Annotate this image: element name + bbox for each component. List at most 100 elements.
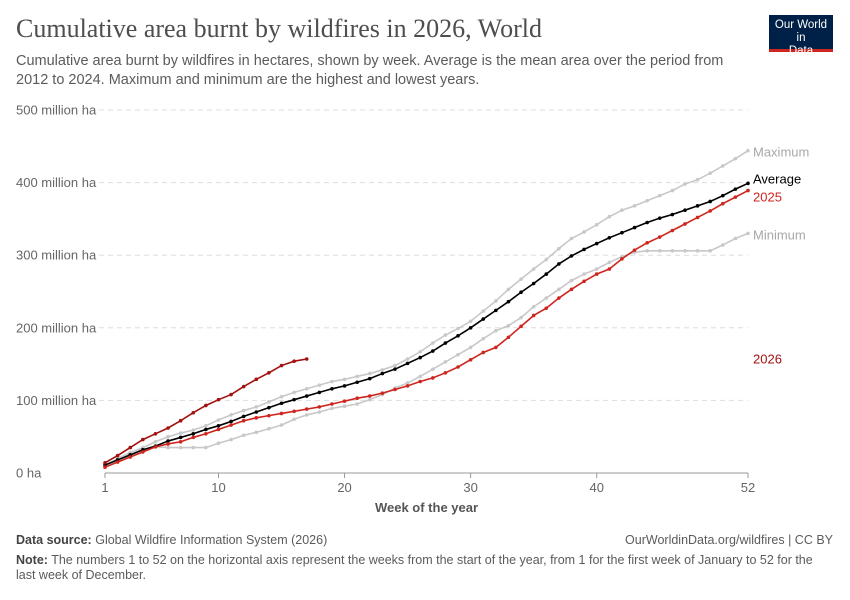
data-point xyxy=(355,396,359,401)
data-point xyxy=(367,397,372,402)
data-point xyxy=(544,257,549,262)
data-point xyxy=(191,428,196,432)
data-point xyxy=(582,230,586,234)
data-point xyxy=(506,299,511,304)
data-source: Data source: Global Wildfire Information… xyxy=(16,533,327,547)
data-point xyxy=(178,418,183,423)
data-point xyxy=(670,188,675,193)
data-point xyxy=(557,262,561,266)
y-tick-label: 100 million ha xyxy=(16,393,97,408)
data-point xyxy=(708,209,712,213)
data-point xyxy=(531,281,536,286)
data-point xyxy=(720,164,725,168)
data-point xyxy=(367,376,372,381)
data-point xyxy=(367,394,372,398)
note-text: The numbers 1 to 52 on the horizontal ax… xyxy=(16,553,813,582)
data-point xyxy=(418,379,422,384)
data-point xyxy=(292,390,296,395)
data-point xyxy=(229,392,233,397)
data-point xyxy=(405,357,410,361)
data-point xyxy=(746,148,750,153)
data-point xyxy=(216,427,221,432)
series-line-average xyxy=(104,182,749,466)
data-point xyxy=(519,277,523,281)
data-point xyxy=(128,455,133,459)
data-point xyxy=(418,374,422,379)
data-point xyxy=(317,383,322,387)
data-point xyxy=(582,279,586,284)
x-tick-label: 52 xyxy=(741,480,755,495)
data-point xyxy=(695,215,700,220)
x-tick-label: 30 xyxy=(463,480,477,495)
series-line-2025 xyxy=(104,189,749,468)
data-point xyxy=(380,371,385,376)
data-point xyxy=(405,361,410,366)
data-point xyxy=(279,423,284,427)
data-point xyxy=(557,287,561,292)
data-point xyxy=(380,368,385,372)
data-point xyxy=(481,336,486,341)
data-point xyxy=(657,193,662,198)
data-point xyxy=(178,431,183,435)
data-point xyxy=(683,208,687,212)
data-point xyxy=(582,272,586,276)
data-point xyxy=(544,272,549,276)
data-point xyxy=(607,260,612,265)
data-point xyxy=(468,326,473,330)
y-tick-label: 200 million ha xyxy=(16,320,97,335)
data-point xyxy=(166,445,170,450)
data-point xyxy=(443,341,448,345)
data-point xyxy=(607,214,612,219)
data-point xyxy=(531,304,536,309)
data-point xyxy=(683,182,687,186)
data-point xyxy=(494,299,498,303)
data-point xyxy=(279,363,284,368)
data-point xyxy=(355,374,359,379)
data-point xyxy=(267,371,271,375)
data-point xyxy=(657,216,662,220)
data-point xyxy=(481,309,486,313)
data-point xyxy=(720,193,725,198)
data-point xyxy=(746,181,750,186)
data-point xyxy=(191,445,196,450)
data-point xyxy=(229,419,233,424)
source-text: Global Wildfire Information System (2026… xyxy=(95,533,328,547)
y-tick-label: 500 million ha xyxy=(16,103,97,118)
data-point xyxy=(229,437,233,442)
data-point xyxy=(670,249,675,253)
data-point xyxy=(544,306,549,310)
data-point xyxy=(468,319,473,324)
data-point xyxy=(746,188,750,193)
data-point xyxy=(594,272,599,276)
data-point xyxy=(204,424,208,428)
data-point xyxy=(191,410,196,415)
source-url[interactable]: OurWorldinData.org/wildfires | CC BY xyxy=(625,533,833,547)
y-tick-label: 0 ha xyxy=(16,466,42,481)
data-point xyxy=(241,384,246,389)
data-point xyxy=(229,423,233,427)
data-point xyxy=(166,434,170,439)
data-point xyxy=(494,308,498,313)
data-point xyxy=(670,212,675,217)
data-point xyxy=(241,433,246,438)
data-point xyxy=(645,241,649,245)
data-point xyxy=(279,394,284,399)
data-point xyxy=(115,460,120,464)
data-point xyxy=(418,355,422,360)
x-tick-label: 40 xyxy=(589,480,603,495)
data-point xyxy=(657,249,662,253)
data-point xyxy=(708,171,712,175)
data-point xyxy=(317,410,322,414)
owid-logo[interactable]: Our World in Data xyxy=(769,15,833,57)
data-point xyxy=(380,391,385,395)
x-tick-label: 1 xyxy=(101,480,108,495)
data-point xyxy=(103,465,107,469)
data-point xyxy=(153,439,158,444)
data-point xyxy=(746,231,750,236)
data-point xyxy=(267,405,271,410)
data-point xyxy=(594,222,599,227)
data-point xyxy=(267,426,271,431)
data-point xyxy=(330,406,334,411)
data-point xyxy=(443,333,448,337)
data-point xyxy=(304,357,309,361)
